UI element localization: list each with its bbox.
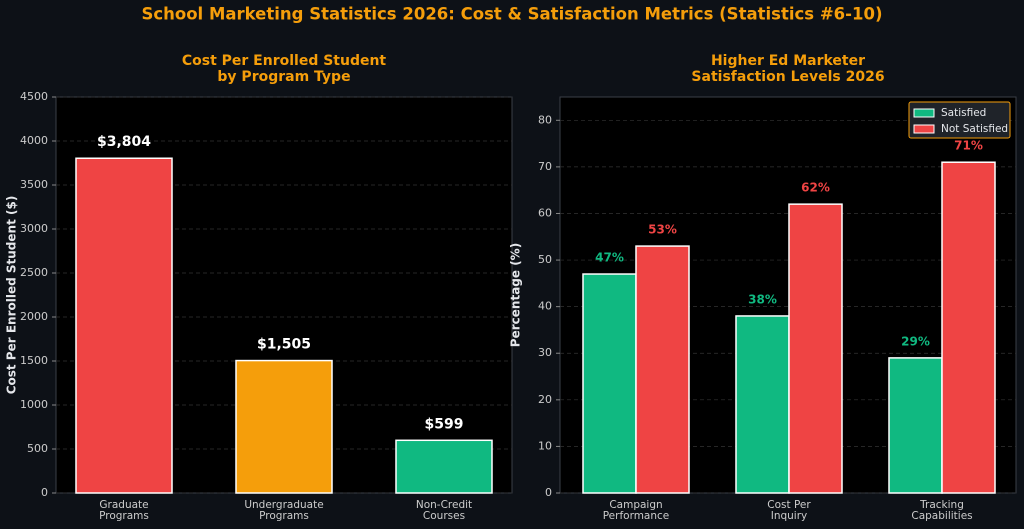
y-axis-label: Cost Per Enrolled Student ($) <box>5 196 19 395</box>
value-label: 71% <box>954 139 983 153</box>
suptitle: School Marketing Statistics 2026: Cost &… <box>141 5 882 24</box>
bar <box>582 273 637 494</box>
y-tick-label: 500 <box>27 442 48 455</box>
legend-label: Not Satisfied <box>941 123 1008 135</box>
y-tick-label: 80 <box>538 113 552 126</box>
y-tick-label: 30 <box>538 346 552 359</box>
value-label: $599 <box>425 416 464 432</box>
bar <box>395 439 493 494</box>
y-tick-label: 0 <box>545 486 552 499</box>
x-tick-label: Campaign Performance <box>603 499 670 522</box>
y-tick-label: 1500 <box>20 354 48 367</box>
value-label: 62% <box>801 181 830 195</box>
value-label: $1,505 <box>257 337 311 353</box>
subplot-title: Higher Ed Marketer Satisfaction Levels 20… <box>691 53 884 85</box>
x-tick-label: Undergraduate Programs <box>244 499 323 522</box>
y-tick-label: 0 <box>41 486 48 499</box>
legend-label: Satisfied <box>941 107 986 119</box>
x-tick-label: Tracking Capabilities <box>911 499 972 522</box>
x-tick-label: Cost Per Inquiry <box>767 499 811 522</box>
legend-swatch <box>913 124 935 134</box>
subplot-title: Cost Per Enrolled Student by Program Type <box>182 53 387 85</box>
y-tick-label: 4500 <box>20 90 48 103</box>
y-tick-label: 2000 <box>20 310 48 323</box>
y-tick-label: 50 <box>538 253 552 266</box>
bar <box>75 157 173 494</box>
x-tick-label: Non-Credit Courses <box>416 499 472 522</box>
bar <box>635 245 690 494</box>
y-tick-label: 10 <box>538 439 552 452</box>
value-label: 38% <box>748 292 777 306</box>
x-tick-label: Graduate Programs <box>99 499 149 522</box>
value-label: 29% <box>901 334 930 348</box>
value-label: 53% <box>648 223 677 237</box>
bar <box>788 203 843 494</box>
bar <box>888 357 943 494</box>
y-axis-label: Percentage (%) <box>509 243 523 347</box>
y-tick-label: 70 <box>538 160 552 173</box>
value-label: $3,804 <box>97 134 151 150</box>
y-tick-label: 3000 <box>20 222 48 235</box>
y-tick-label: 2500 <box>20 266 48 279</box>
bar <box>235 359 333 494</box>
y-tick-label: 40 <box>538 300 552 313</box>
y-tick-label: 20 <box>538 393 552 406</box>
y-tick-label: 3500 <box>20 178 48 191</box>
bar <box>735 315 790 494</box>
y-tick-label: 1000 <box>20 398 48 411</box>
y-tick-label: 60 <box>538 206 552 219</box>
bar <box>941 161 996 494</box>
value-label: 47% <box>595 251 624 265</box>
y-tick-label: 4000 <box>20 134 48 147</box>
legend-swatch <box>913 108 935 118</box>
